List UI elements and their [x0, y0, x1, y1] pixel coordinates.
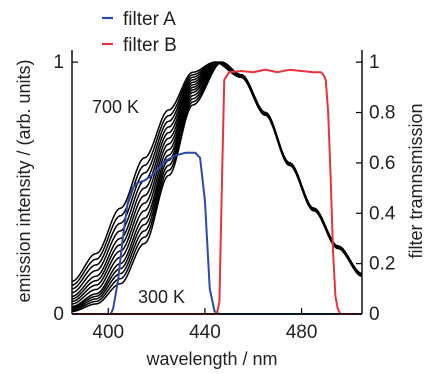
legend-label-filter-b: filter B — [123, 35, 177, 56]
x-tick-label: 440 — [189, 322, 221, 343]
y-right-tick-label: 1 — [369, 52, 380, 73]
y-right-tick-label: 0 — [369, 304, 380, 325]
y-right-tick-label: 0.6 — [369, 153, 395, 174]
y-right-tick-label: 0.4 — [369, 203, 396, 224]
y-left-axis-label: emission intensity / (arb. units) — [14, 59, 34, 302]
filter-curve-a — [72, 151, 362, 315]
y-left-tick-label: 0 — [53, 304, 64, 325]
legend: filter A filter B — [102, 9, 177, 56]
x-axis-label: wavelength / nm — [145, 349, 277, 369]
y-left-tick-label: 1 — [53, 52, 64, 73]
emission-curve-13 — [71, 61, 363, 282]
y-right-axis-label: filter tramnsmission — [406, 103, 426, 258]
axis-ticks: 400 440 480 0 1 0 0.2 0.4 0.6 0.8 1 — [53, 52, 395, 343]
legend-label-filter-a: filter A — [123, 9, 176, 30]
annotation-300k: 300 K — [138, 287, 185, 307]
y-right-tick-label: 0.8 — [369, 103, 395, 124]
x-tick-label: 480 — [286, 322, 318, 343]
annotation-700k: 700 K — [92, 97, 139, 117]
y-right-tick-label: 0.2 — [369, 254, 395, 275]
filter-curves — [72, 68, 362, 315]
filter-curve-b — [72, 68, 362, 315]
x-tick-label: 400 — [92, 322, 124, 343]
emission-curve-12 — [71, 61, 363, 286]
